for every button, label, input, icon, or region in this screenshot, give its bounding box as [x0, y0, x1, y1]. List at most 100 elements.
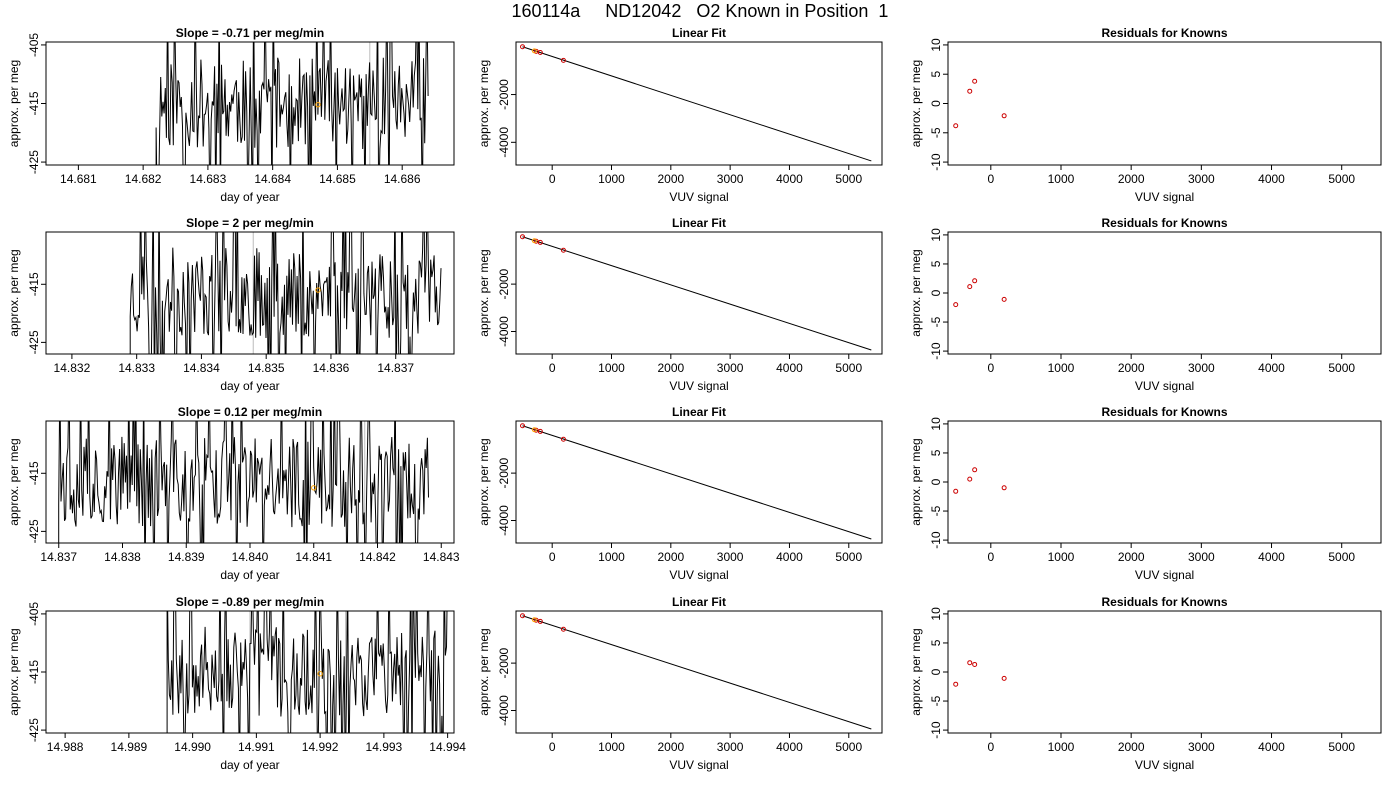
known-point	[560, 57, 566, 63]
y-axis-label: approx. per meg	[909, 60, 923, 147]
x-tick-label: 0	[987, 172, 994, 186]
panel-4-1: Slope = -0.89 per meg/min 14.988 14.989 14.…	[7, 595, 466, 772]
panel-4-2: Linear Fit 0 1000 2000 3000 4000 5000 -2000 -400…	[477, 595, 883, 772]
x-tick-label: 14.988	[47, 740, 84, 754]
plot-area	[520, 423, 872, 540]
panel-title: Residuals for Knowns	[1101, 595, 1227, 609]
data-trace	[58, 421, 429, 543]
x-tick-label: 2000	[657, 550, 684, 564]
known-point	[537, 428, 543, 434]
x-tick-label: 14.837	[377, 361, 414, 375]
panel-4-3: Residuals for Knowns 0 1000 2000 3000 4000 500…	[909, 595, 1382, 772]
plot-frame	[45, 610, 455, 734]
plot-frame	[515, 231, 883, 355]
y-tick-label: -4000	[497, 695, 511, 726]
plot-area	[129, 232, 442, 354]
y-tick-label: -405	[27, 33, 41, 57]
y-tick-label: 0	[929, 478, 943, 485]
x-tick-label: 0	[987, 740, 994, 754]
x-tick-label: 14.991	[238, 740, 275, 754]
y-tick-label: -10	[929, 153, 943, 171]
fit-line	[522, 425, 872, 540]
panel-title: Residuals for Knowns	[1101, 26, 1227, 40]
x-axis-label: day of year	[220, 379, 279, 393]
x-tick-label: 0	[549, 550, 556, 564]
known-point	[537, 50, 543, 56]
x-axis-label: day of year	[220, 568, 279, 582]
x-tick-label: 3000	[717, 550, 744, 564]
plot-frame	[45, 41, 455, 166]
known-point	[560, 247, 566, 253]
panel-title: Slope = 2 per meg/min	[186, 216, 314, 230]
y-tick-label: 10	[929, 417, 943, 431]
y-tick-label: 0	[929, 289, 943, 296]
y-axis-label: approx. per meg	[909, 438, 923, 525]
x-tick-label: 14.834	[183, 361, 220, 375]
panel-title: Residuals for Knowns	[1101, 405, 1227, 419]
y-tick-label: -10	[929, 531, 943, 549]
y-tick-label: -4000	[497, 316, 511, 347]
x-axis-label: VUV signal	[1135, 190, 1194, 204]
x-tick-label: 0	[549, 172, 556, 186]
known-point	[1001, 296, 1007, 302]
plot-area	[520, 44, 872, 162]
y-tick-label: -415	[27, 660, 41, 684]
x-tick-label: 2000	[657, 740, 684, 754]
y-axis-label: approx. per meg	[477, 628, 491, 715]
plot-frame	[515, 41, 883, 166]
data-trace	[155, 42, 429, 165]
plot-area	[520, 613, 872, 730]
x-tick-label: 14.683	[190, 172, 227, 186]
y-axis-label: approx. per meg	[477, 249, 491, 336]
x-tick-label: 14.833	[118, 361, 155, 375]
x-tick-label: 14.990	[174, 740, 211, 754]
plot-frame	[947, 41, 1382, 166]
known-point	[967, 660, 973, 666]
panel-3-1: Slope = 0.12 per meg/min 14.837 14.838 14.8…	[7, 405, 460, 582]
x-axis-label: day of year	[220, 190, 279, 204]
y-axis-label: approx. per meg	[477, 60, 491, 147]
y-tick-label: 5	[929, 71, 943, 78]
highlight-point	[531, 617, 537, 623]
x-tick-label: 3000	[1188, 740, 1215, 754]
plot-area	[58, 421, 429, 543]
y-axis-label: approx. per meg	[909, 249, 923, 336]
known-point	[1001, 675, 1007, 681]
y-tick-label: -2000	[497, 647, 511, 678]
plot-area	[520, 234, 872, 351]
plot-frame	[947, 231, 1382, 355]
y-axis-label: approx. per meg	[477, 438, 491, 525]
panel-title: Slope = 0.12 per meg/min	[178, 405, 322, 419]
y-tick-label: -415	[27, 461, 41, 485]
x-tick-label: 1000	[1048, 172, 1075, 186]
plot-area	[953, 278, 1007, 308]
x-axis-label: VUV signal	[669, 758, 728, 772]
x-tick-label: 14.843	[423, 550, 460, 564]
x-tick-label: 1000	[598, 740, 625, 754]
fit-line	[522, 46, 872, 162]
x-tick-label: 14.684	[254, 172, 291, 186]
x-tick-label: 14.836	[313, 361, 350, 375]
y-tick-label: 0	[929, 668, 943, 675]
panel-title: Linear Fit	[672, 26, 726, 40]
x-tick-label: 4000	[776, 740, 803, 754]
x-tick-label: 2000	[1118, 172, 1145, 186]
x-tick-label: 5000	[835, 172, 862, 186]
y-tick-label: -415	[27, 272, 41, 296]
panel-2-3: Residuals for Knowns 0 1000 2000 3000 4000 500…	[909, 216, 1382, 393]
known-point	[953, 302, 959, 308]
y-tick-label: 5	[929, 639, 943, 646]
y-tick-label: -425	[27, 330, 41, 354]
x-axis-label: VUV signal	[669, 568, 728, 582]
known-point	[560, 626, 566, 632]
known-point	[972, 78, 978, 84]
panel-2-2: Linear Fit 0 1000 2000 3000 4000 5000 -2000 -400…	[477, 216, 883, 393]
y-tick-label: 10	[929, 607, 943, 621]
x-tick-label: 3000	[717, 172, 744, 186]
data-trace	[129, 232, 442, 354]
x-tick-label: 14.682	[125, 172, 162, 186]
y-tick-label: 10	[929, 228, 943, 242]
x-tick-label: 4000	[1258, 172, 1285, 186]
x-tick-label: 14.686	[384, 172, 421, 186]
known-point	[972, 278, 978, 284]
